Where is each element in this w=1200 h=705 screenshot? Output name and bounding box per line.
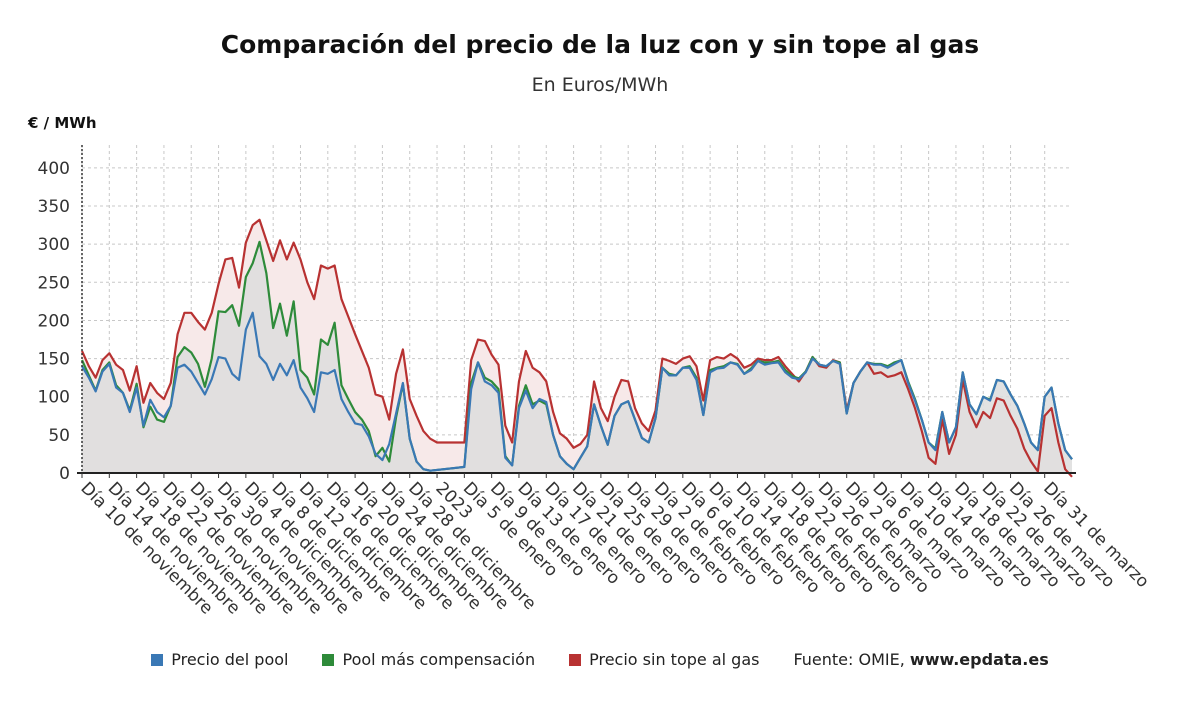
legend-label-sin-tope: Precio sin tope al gas — [589, 650, 760, 669]
legend-label-compensacion: Pool más compensación — [342, 650, 536, 669]
legend-swatch-compensacion — [322, 653, 335, 666]
series-line-sin-tope — [80, 218, 1073, 478]
y-axis-label: € / MWh — [28, 114, 97, 132]
y-tick-label: 200 — [38, 311, 70, 331]
legend-swatch-sin-tope — [569, 653, 582, 666]
chart-legend: Precio del pool Pool más compensación Pr… — [0, 650, 1200, 669]
source-label: Fuente: OMIE, — [793, 650, 905, 669]
y-tick-label: 400 — [38, 159, 70, 179]
chart-title: Comparación del precio de la luz con y s… — [220, 30, 980, 59]
y-tick-label: 0 — [59, 464, 70, 484]
legend-item-sin-tope[interactable]: Precio sin tope al gas — [569, 650, 759, 669]
legend-item-compensacion[interactable]: Pool más compensación — [322, 650, 535, 669]
source-site[interactable]: www.epdata.es — [909, 650, 1049, 669]
source-note: Fuente: OMIE, www.epdata.es — [793, 650, 1048, 669]
y-tick-label: 100 — [38, 388, 70, 408]
series-line-pool — [81, 311, 1073, 472]
chart-subtitle: En Euros/MWh — [531, 74, 669, 96]
series-layer — [80, 218, 1073, 478]
legend-swatch-pool — [151, 653, 164, 666]
y-tick-label: 250 — [38, 273, 70, 293]
y-tick-label: 350 — [38, 197, 70, 217]
y-tick-label: 300 — [38, 235, 70, 255]
area-fill-compensacion — [82, 241, 1072, 473]
fill-layer — [82, 219, 1072, 473]
grid-layer — [81, 145, 1072, 473]
legend-item-pool[interactable]: Precio del pool — [151, 650, 288, 669]
legend-label-pool: Precio del pool — [171, 650, 289, 669]
y-tick-label: 50 — [48, 426, 70, 446]
y-tick-label: 150 — [38, 350, 70, 370]
